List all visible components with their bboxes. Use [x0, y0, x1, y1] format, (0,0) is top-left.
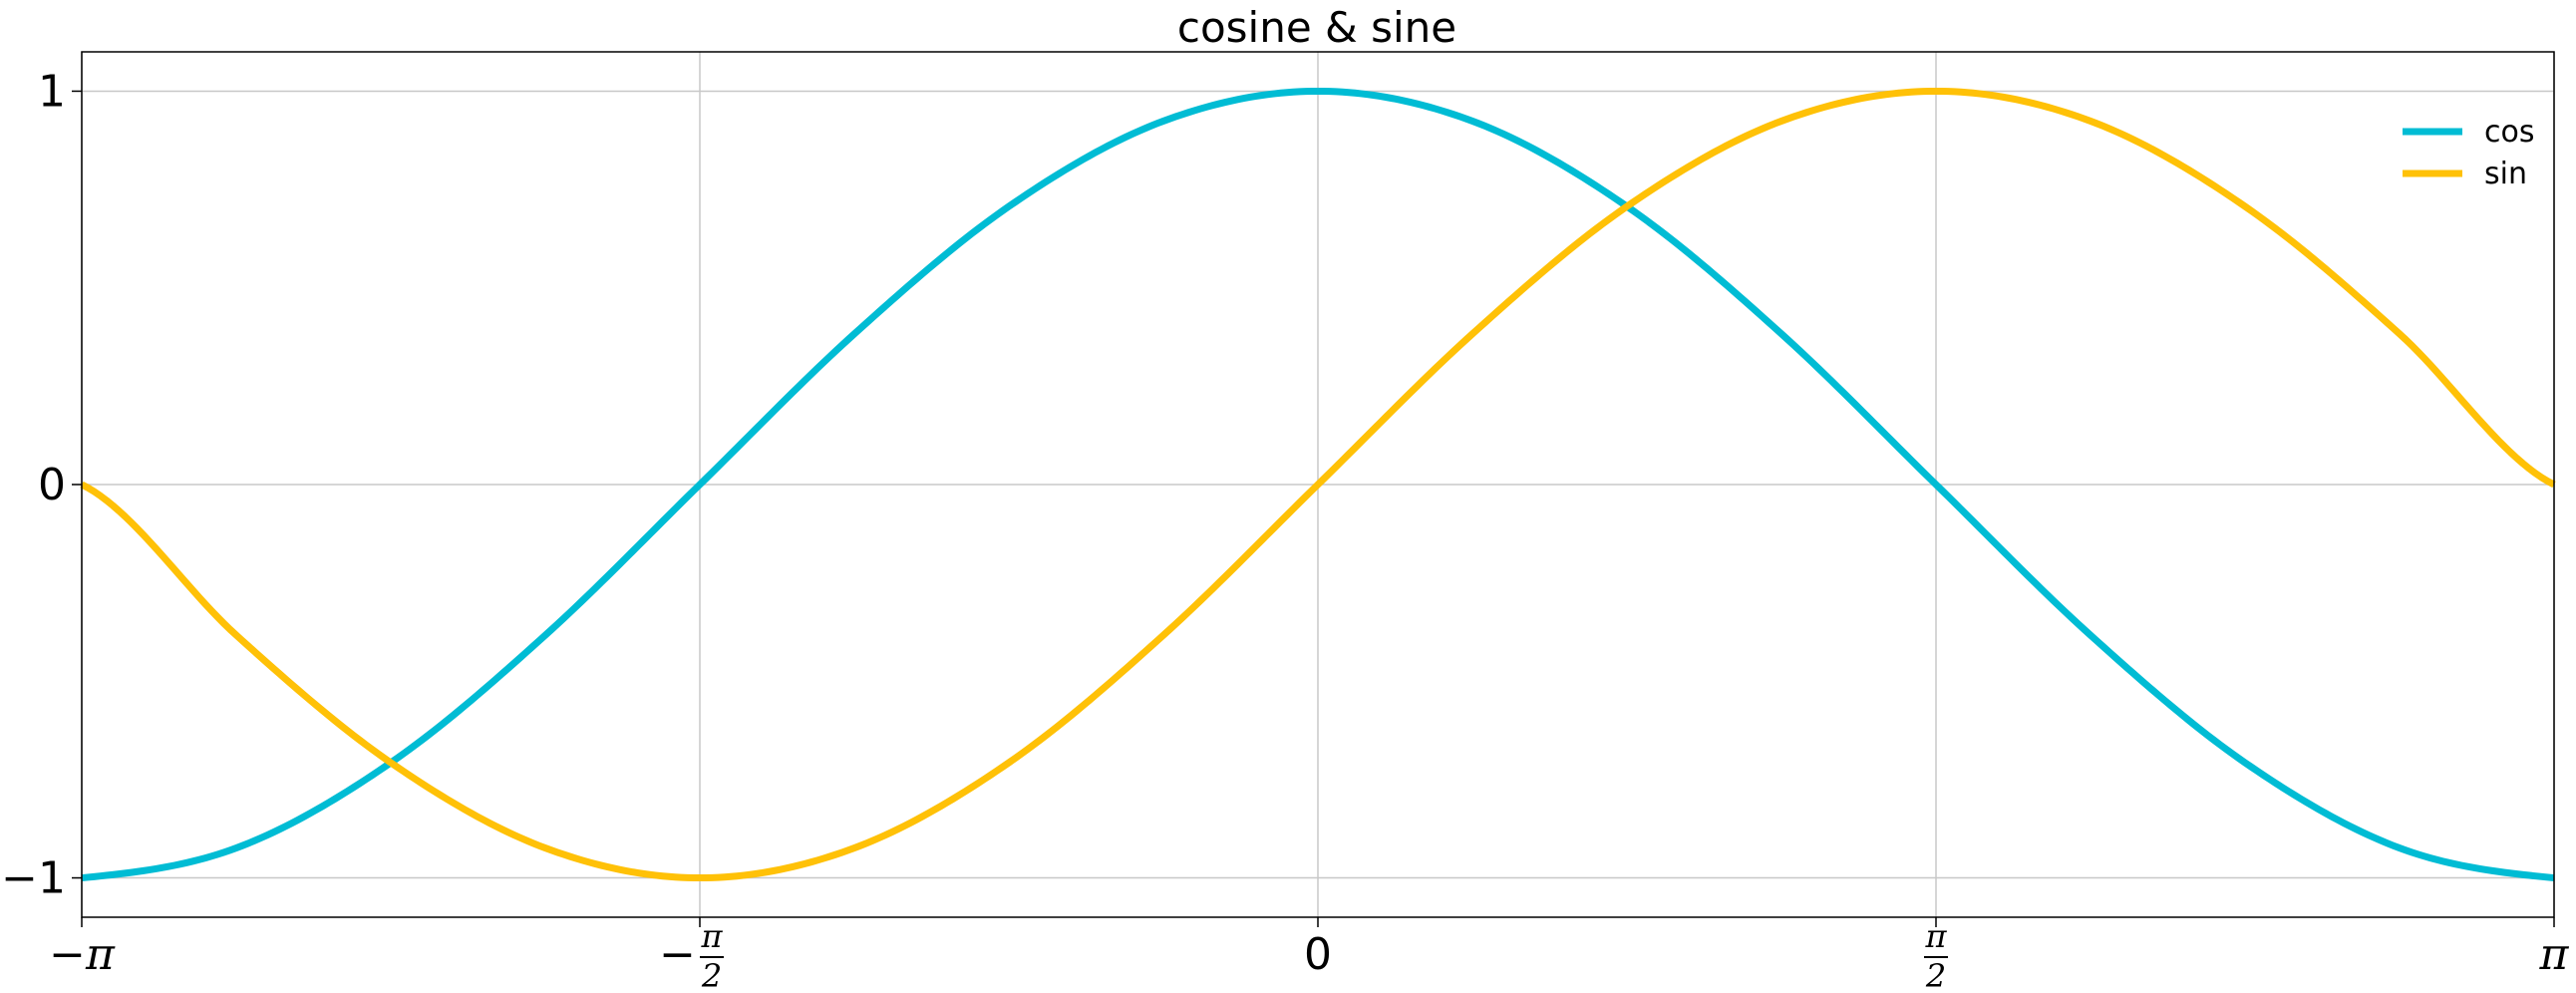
x-axis-ticks: −π − π2 0 π2 π [49, 917, 2570, 993]
legend-label: sin [2484, 157, 2527, 191]
legend-label: cos [2484, 115, 2534, 150]
y-tick-label: 0 [38, 460, 66, 510]
x-tick-label: 0 [1304, 929, 1332, 980]
x-tick-label-numerator: π [1924, 917, 1947, 955]
x-tick-label: −π [49, 929, 116, 980]
x-tick-label: − π2 [659, 917, 724, 993]
series-line-cos [81, 87, 2555, 882]
y-tick-label: 1 [38, 66, 66, 117]
legend-item-sin: sin [2403, 157, 2527, 191]
y-axis-ticks: −1 0 1 [1, 66, 82, 904]
x-tick-label-numerator: π [700, 917, 723, 955]
plot-lines [80, 87, 2556, 882]
x-tick-label: π2 [1924, 917, 1949, 993]
x-tick-label-denominator: 2 [1925, 957, 1946, 993]
x-tick-label-sign: − [659, 929, 696, 980]
legend-item-cos: cos [2403, 115, 2534, 150]
x-tick-label: π [2539, 929, 2570, 980]
series-line-sin [80, 87, 2556, 882]
chart-title: cosine & sine [1177, 3, 1456, 52]
legend: cos sin [2403, 115, 2534, 191]
y-tick-label: −1 [1, 853, 66, 904]
x-tick-label-denominator: 2 [701, 957, 722, 993]
